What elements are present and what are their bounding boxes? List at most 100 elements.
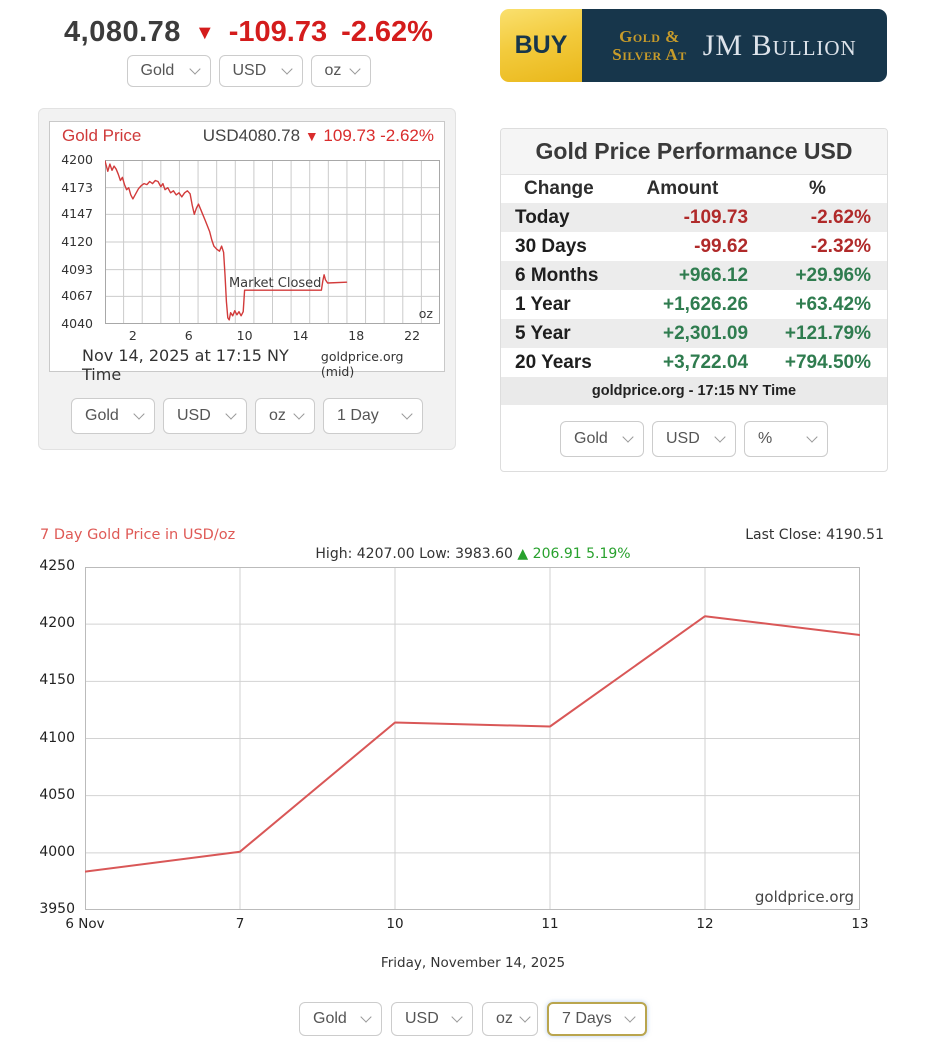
currency-select-value: USD bbox=[177, 407, 211, 424]
performance-footer: goldprice.org - 17:15 NY Time bbox=[501, 377, 887, 405]
weekly-x-axis-labels: 6 Nov 7 10 11 12 13 bbox=[65, 916, 868, 934]
intraday-y-axis-labels: 4200 4173 4147 4120 4093 4067 4040 bbox=[50, 152, 100, 331]
intraday-chart-title: Gold Price bbox=[62, 126, 142, 145]
gain-values: 206.91 5.19% bbox=[532, 546, 631, 562]
period-select-value: 1 Day bbox=[337, 407, 379, 424]
period-select[interactable]: 1 Day bbox=[323, 398, 423, 434]
axis-tick-label: 10 bbox=[386, 916, 404, 932]
intraday-unit-label: oz bbox=[418, 306, 433, 321]
table-row: Today -109.73 -2.62% bbox=[501, 203, 887, 232]
axis-tick-label: 6 bbox=[184, 328, 193, 343]
metal-select-value: Gold bbox=[140, 62, 175, 79]
column-amount: Amount bbox=[646, 178, 719, 199]
column-change: Change bbox=[524, 178, 594, 199]
currency-select[interactable]: USD bbox=[391, 1002, 473, 1036]
banner-tagline-line2: Silver At bbox=[612, 44, 687, 64]
axis-tick-label: 13 bbox=[851, 916, 869, 932]
axis-tick-label: 4150 bbox=[39, 672, 75, 689]
axis-tick-label: 4120 bbox=[61, 234, 93, 249]
chevron-down-icon bbox=[188, 63, 201, 75]
table-row: 1 Year +1,626.26 +63.42% bbox=[515, 293, 871, 315]
unit-select-value: % bbox=[758, 430, 773, 447]
intraday-line-chart bbox=[105, 160, 440, 324]
unit-select[interactable]: oz bbox=[255, 398, 315, 434]
unit-select[interactable]: oz bbox=[482, 1002, 538, 1036]
buy-button[interactable]: BUY bbox=[500, 9, 582, 82]
metal-select[interactable]: Gold bbox=[299, 1002, 382, 1036]
metal-select[interactable]: Gold bbox=[71, 398, 155, 434]
intraday-x-axis-labels: 2 6 10 14 18 22 bbox=[105, 328, 440, 344]
currency-select-value: USD bbox=[666, 430, 700, 447]
chevron-down-icon bbox=[519, 1011, 531, 1023]
chevron-down-icon bbox=[624, 1011, 636, 1023]
currency-select[interactable]: USD bbox=[652, 421, 736, 457]
chevron-down-icon bbox=[714, 431, 726, 443]
metal-select-value: Gold bbox=[574, 430, 608, 447]
chevron-down-icon bbox=[348, 63, 361, 75]
current-price: 4,080.78 bbox=[64, 16, 181, 48]
seven-day-chart-section: 7 Day Gold Price in USD/oz Last Close: 4… bbox=[0, 515, 946, 1000]
unit-select[interactable]: % bbox=[744, 421, 828, 457]
metal-select[interactable]: Gold bbox=[126, 55, 211, 87]
chevron-down-icon bbox=[451, 1011, 463, 1023]
metal-select-value: Gold bbox=[313, 1010, 347, 1027]
jm-bullion-logo: JM Bullion bbox=[702, 28, 857, 62]
intraday-chart-header: Gold Price USD4080.78 ▼ 109.73 -2.62% bbox=[50, 126, 444, 146]
price-change-percent: -2.62% bbox=[341, 16, 433, 48]
currency-select-value: USD bbox=[405, 1010, 439, 1027]
date-caption: Friday, November 14, 2025 bbox=[380, 955, 566, 971]
unit-select[interactable]: oz bbox=[310, 55, 371, 87]
period-select[interactable]: 7 Days bbox=[547, 1002, 647, 1036]
chevron-down-icon bbox=[133, 408, 145, 420]
intraday-quote: USD4080.78 ▼ 109.73 -2.62% bbox=[203, 126, 434, 146]
currency-select[interactable]: USD bbox=[218, 55, 303, 87]
down-triangle-icon: ▼ bbox=[304, 128, 319, 144]
price-change-amount: -109.73 bbox=[228, 16, 328, 48]
performance-header-row: Change Amount % bbox=[501, 175, 887, 203]
axis-tick-label: 4200 bbox=[39, 615, 75, 632]
axis-tick-label: 4147 bbox=[61, 206, 93, 222]
axis-tick-label: 11 bbox=[541, 916, 559, 932]
axis-tick-label: 4250 bbox=[39, 558, 75, 574]
up-triangle-icon: ▲ bbox=[517, 546, 529, 562]
table-row: 20 Years +3,722.04 +794.50% bbox=[515, 351, 871, 373]
axis-tick-label: 10 bbox=[236, 328, 253, 343]
axis-tick-label: 3950 bbox=[39, 901, 75, 917]
intraday-source-label: goldprice.org (mid) bbox=[320, 349, 404, 379]
banner-brand-area: Gold & Silver At JM Bullion bbox=[582, 9, 887, 82]
metal-select[interactable]: Gold bbox=[560, 421, 644, 457]
unit-select-value: oz bbox=[324, 62, 342, 79]
weekly-line-chart bbox=[84, 566, 861, 911]
banner-tagline-line1: Gold & bbox=[619, 26, 680, 46]
period-select-value: 7 Days bbox=[562, 1010, 612, 1027]
weekly-selectors: Gold USD oz 7 Days bbox=[0, 1002, 946, 1036]
unit-select-value: oz bbox=[496, 1010, 513, 1027]
axis-tick-label: 14 bbox=[292, 328, 309, 343]
intraday-quote-price: USD4080.78 bbox=[202, 126, 301, 145]
metal-select-value: Gold bbox=[85, 407, 119, 424]
current-price-line: 4,080.78 ▼ -109.73 -2.62% bbox=[0, 16, 497, 49]
jm-bullion-ad-banner[interactable]: BUY Gold & Silver At JM Bullion bbox=[500, 9, 887, 82]
chevron-down-icon bbox=[293, 408, 305, 420]
axis-tick-label: 4100 bbox=[39, 729, 75, 746]
weekly-y-axis-labels: 4250 4200 4150 4100 4050 4000 3950 bbox=[0, 558, 80, 917]
table-row: 5 Year +2,301.09 +121.79% bbox=[501, 319, 887, 348]
high-low-label: High: 4207.00 Low: 3983.60 ▲ 206.91 5.19… bbox=[0, 546, 946, 562]
weekly-plot-area: goldprice.org bbox=[84, 566, 861, 911]
axis-tick-label: 4000 bbox=[39, 843, 75, 860]
weekly-chart-title: 7 Day Gold Price in USD/oz bbox=[40, 527, 236, 543]
axis-tick-label: 4067 bbox=[61, 288, 93, 304]
currency-select[interactable]: USD bbox=[163, 398, 247, 434]
chevron-down-icon bbox=[360, 1011, 372, 1023]
chevron-down-icon bbox=[401, 408, 413, 420]
intraday-selectors: Gold USD oz 1 Day bbox=[39, 398, 455, 434]
intraday-chart-box: Gold Price USD4080.78 ▼ 109.73 -2.62% 42… bbox=[49, 121, 445, 384]
watermark: goldprice.org bbox=[754, 888, 854, 906]
table-row: 6 Months +966.12 +29.96% bbox=[501, 261, 887, 290]
axis-tick-label: 2 bbox=[128, 328, 137, 343]
performance-card: Gold Price Performance USD Change Amount… bbox=[500, 128, 888, 472]
currency-select-value: USD bbox=[232, 62, 267, 79]
performance-selectors: Gold USD % bbox=[501, 421, 887, 457]
chevron-down-icon bbox=[280, 63, 293, 75]
